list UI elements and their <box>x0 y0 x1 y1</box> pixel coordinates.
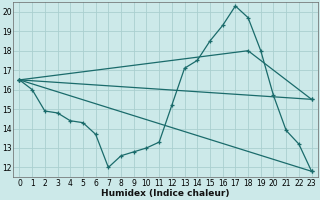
X-axis label: Humidex (Indice chaleur): Humidex (Indice chaleur) <box>101 189 230 198</box>
